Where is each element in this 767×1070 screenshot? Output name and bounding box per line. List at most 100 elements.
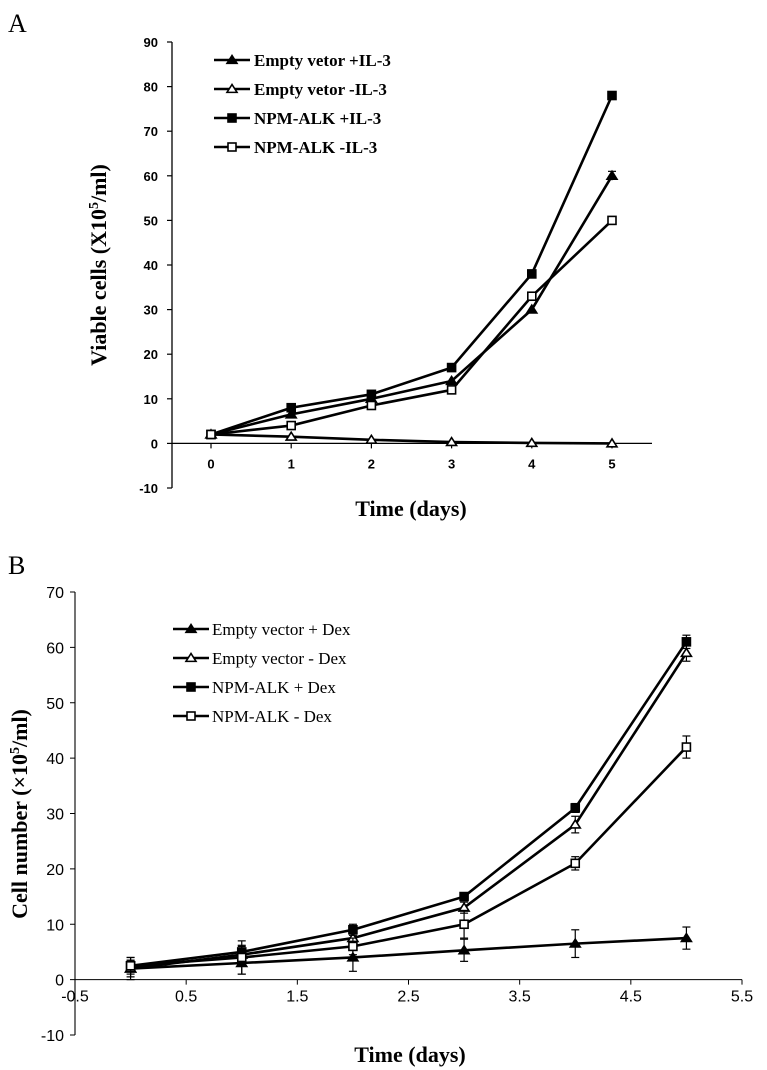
panel-a-point [445, 374, 459, 386]
panel-a-point [607, 90, 617, 101]
panel-a-series-line [210, 175, 614, 436]
panel-b-point [679, 646, 693, 658]
panel-a-legend-marker [227, 113, 237, 123]
panel-a-point [446, 362, 457, 373]
panel-b-point [125, 960, 136, 971]
panel-b-letter: B [8, 551, 25, 580]
panel-b-y-tick-label: 10 [46, 917, 64, 934]
panel-a-series-line [210, 219, 613, 436]
panel-b-y-tick-label: 30 [46, 807, 64, 824]
panel-a-y-tick-label: 50 [144, 213, 158, 228]
panel-b-y-tick-label: 70 [46, 585, 64, 602]
panel-a-point [286, 420, 297, 431]
panel-b-point [568, 937, 582, 948]
panel-b-series-line [130, 746, 688, 968]
panel-a-point [605, 437, 619, 448]
panel-a-x-tick-label: 2 [368, 456, 375, 471]
panel-b-point [570, 803, 581, 813]
panel-b-legend-label: Empty vector + Dex [212, 620, 351, 639]
panel-a-y-tick-label: 40 [144, 258, 158, 273]
panel-b-x-tick-label: 0.5 [175, 989, 197, 1006]
panel-b-series-line [130, 936, 687, 970]
panel-b-x-tick-label: -0.5 [61, 989, 89, 1006]
panel-a-y-tick-label: 80 [144, 80, 158, 95]
panel-a-x-tick-label: 5 [608, 456, 615, 471]
panel-b-point [459, 891, 469, 902]
panel-b-y-tick-label: -10 [41, 1028, 64, 1045]
panel-b-point [348, 941, 358, 952]
panel-a-letter: A [8, 9, 27, 38]
panel-b-series-line [130, 641, 688, 968]
panel-b-x-tick-label: 4.5 [620, 989, 642, 1006]
panel-b-y-tick-label: 60 [46, 640, 64, 657]
panel-b-y-axis-title: Cell number (×105/ml) [7, 709, 32, 919]
panel-a-point [605, 169, 619, 180]
panel-a-y-tick-label: 90 [144, 35, 158, 50]
panel-a-point [284, 408, 298, 419]
panel-a-point [206, 429, 216, 440]
panel-a-point [445, 436, 459, 447]
panel-b-y-tick-label: 50 [46, 696, 64, 713]
panel-a-point [526, 269, 537, 279]
panel-b-point [236, 952, 247, 963]
panel-a-series-line [210, 94, 614, 436]
panel-a-point [364, 433, 378, 445]
panel-a-point [526, 291, 537, 302]
panel-b-chart: -10 0 10 20 30 40 50 60 70 -0.5 0.5 1.5 2.5 3.5 4.5 5.5… [7, 585, 753, 1067]
panel-a-point [525, 303, 539, 314]
panel-a-x-axis-title: Time (days) [355, 496, 466, 521]
panel-a-point [607, 215, 617, 226]
panel-a-legend-label: NPM-ALK +IL-3 [254, 109, 381, 128]
panel-b-legend-label: Empty vector - Dex [212, 649, 347, 668]
panel-a-legend-label: NPM-ALK -IL-3 [254, 138, 377, 157]
panel-a-point [446, 385, 457, 395]
panel-b-series-line [130, 652, 688, 970]
panel-a-point [284, 430, 298, 441]
panel-b-x-tick-label: 5.5 [731, 989, 753, 1006]
panel-b-legend-label: NPM-ALK - Dex [212, 707, 332, 726]
panel-b-legend-marker [184, 623, 198, 634]
panel-a-legend-marker [225, 54, 239, 65]
panel-a-point [366, 400, 377, 411]
panel-b-legend-marker [186, 711, 196, 721]
panel-b-point [459, 919, 469, 930]
panel-a-y-tick-label: -10 [139, 481, 158, 496]
panel-a-y-tick-label: 60 [144, 169, 158, 184]
panel-a-x-tick-label: 1 [288, 456, 295, 471]
panel-a-legend-label: Empty vetor -IL-3 [254, 80, 387, 99]
panel-b-point [346, 951, 360, 962]
panel-b-point [681, 742, 692, 752]
panel-a-series-line [210, 433, 613, 445]
panel-b-x-axis-title: Time (days) [354, 1042, 465, 1067]
panel-b-point [457, 944, 471, 955]
panel-a-y-tick-label: 0 [151, 436, 158, 451]
panel-a-point [286, 402, 297, 413]
panel-a-x-tick-label: 4 [528, 456, 536, 471]
panel-b-point [681, 637, 692, 647]
panel-a-x-tick-label: 0 [207, 456, 214, 471]
panel-b-x-tick-label: 3.5 [509, 989, 531, 1006]
panel-a-y-tick-label: 10 [144, 392, 158, 407]
panel-a-point [525, 436, 539, 448]
panel-b-x-tick-label: 2.5 [397, 989, 419, 1006]
panel-a-legend-label: Empty vetor +IL-3 [254, 51, 391, 70]
panel-a-chart: -10 0 10 20 30 40 50 60 70 80 90 0 1 2 3 4 5 Time (days) V… [86, 35, 652, 521]
panel-a-x-tick-label: 3 [448, 456, 455, 471]
panel-b-point [348, 924, 358, 935]
panel-a-y-tick-label: 70 [144, 124, 158, 139]
panel-b-point [568, 818, 582, 829]
panel-b-y-tick-label: 20 [46, 862, 64, 879]
panel-b-point [570, 858, 581, 869]
panel-a-y-tick-label: 30 [144, 303, 158, 318]
panel-a-y-axis-title: Viable cells (X105/ml) [86, 164, 111, 366]
panel-a-legend-marker [227, 142, 237, 152]
panel-a-point [366, 389, 377, 400]
panel-b-legend-label: NPM-ALK + Dex [212, 678, 336, 697]
panel-a-y-tick-label: 20 [144, 347, 158, 362]
panel-a-legend-marker [225, 83, 239, 94]
panel-b-x-tick-label: 1.5 [286, 989, 308, 1006]
panel-b-point [679, 932, 693, 943]
panel-b-legend-marker [186, 682, 196, 692]
panel-b-y-tick-label: 40 [46, 751, 64, 768]
